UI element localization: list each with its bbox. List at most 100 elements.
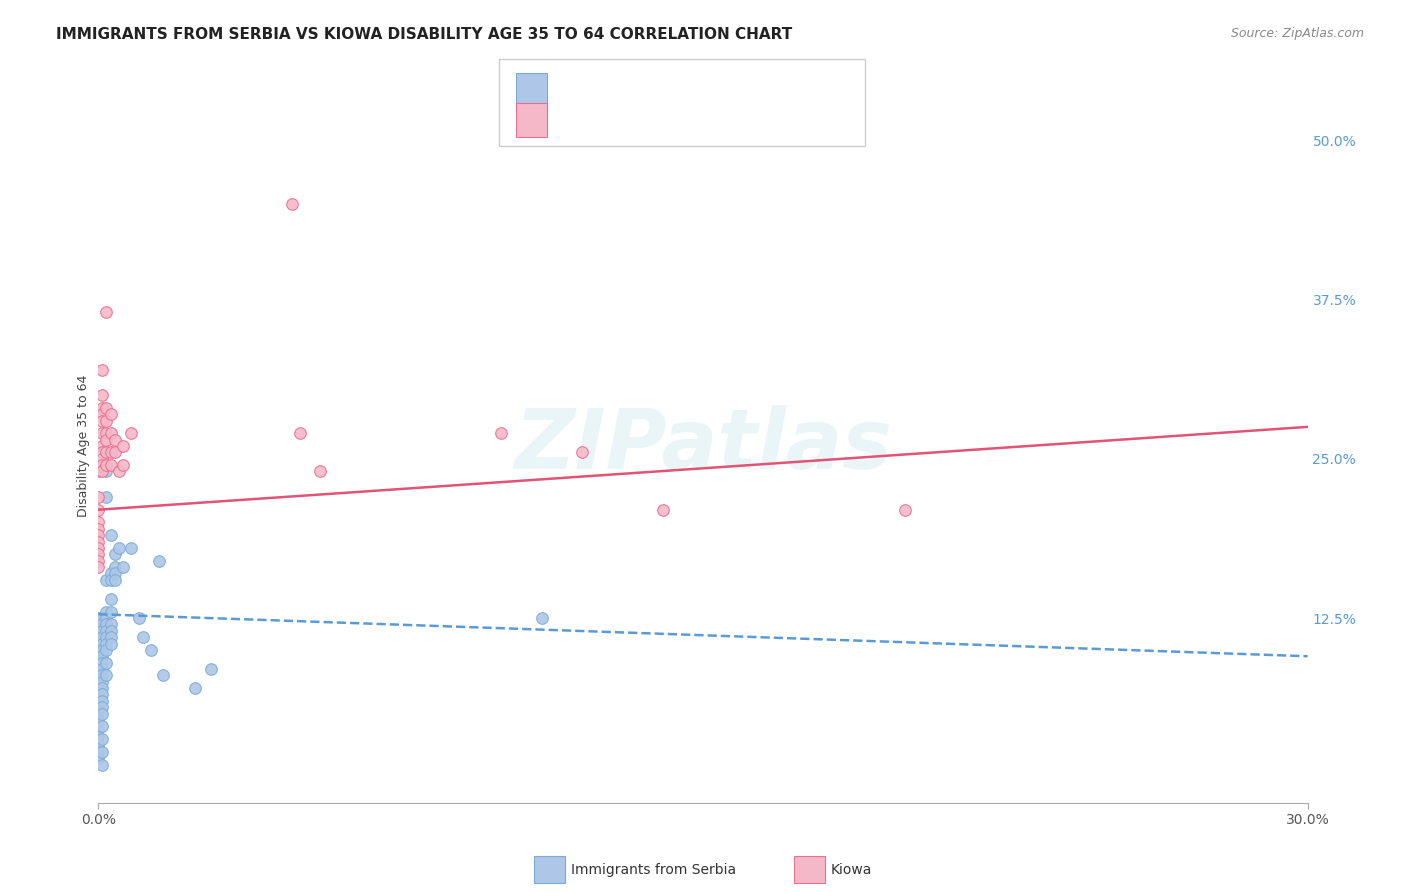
Text: IMMIGRANTS FROM SERBIA VS KIOWA DISABILITY AGE 35 TO 64 CORRELATION CHART: IMMIGRANTS FROM SERBIA VS KIOWA DISABILI…	[56, 27, 793, 42]
Point	[87, 547, 110, 561]
Point	[96, 611, 118, 625]
Point	[91, 401, 114, 415]
Point	[96, 630, 118, 644]
Point	[100, 591, 122, 606]
Point	[281, 197, 304, 211]
Point	[96, 458, 118, 472]
Point	[87, 541, 110, 555]
Point	[96, 624, 118, 638]
Point	[87, 649, 110, 664]
Text: ZIPatlas: ZIPatlas	[515, 406, 891, 486]
Point	[91, 426, 114, 441]
Point	[91, 681, 114, 695]
Point	[96, 656, 118, 670]
Text: R =: R =	[564, 113, 598, 128]
Point	[148, 554, 170, 568]
Point	[103, 433, 125, 447]
Point	[91, 413, 114, 427]
Point	[96, 605, 118, 619]
Point	[96, 617, 118, 632]
Point	[87, 490, 110, 504]
Point	[103, 566, 125, 581]
Point	[100, 566, 122, 581]
Point	[96, 643, 118, 657]
Point	[87, 722, 110, 736]
Point	[96, 465, 118, 479]
Point	[571, 445, 593, 459]
Point	[91, 668, 114, 682]
Point	[87, 668, 110, 682]
Point	[530, 611, 553, 625]
Point	[91, 439, 114, 453]
Point	[96, 413, 118, 427]
Point	[91, 630, 114, 644]
Point	[87, 700, 110, 714]
Point	[87, 713, 110, 727]
Text: Immigrants from Serbia: Immigrants from Serbia	[571, 863, 735, 877]
Point	[100, 605, 122, 619]
Point	[87, 656, 110, 670]
Point	[893, 502, 915, 516]
Text: -0.032: -0.032	[606, 83, 661, 97]
Point	[100, 617, 122, 632]
Point	[87, 739, 110, 753]
Point	[103, 573, 125, 587]
Point	[100, 445, 122, 459]
Point	[91, 706, 114, 721]
Point	[87, 502, 110, 516]
Point	[491, 426, 513, 441]
Point	[111, 458, 134, 472]
Point	[152, 668, 174, 682]
Point	[96, 426, 118, 441]
Point	[103, 445, 125, 459]
Point	[91, 451, 114, 466]
Point	[91, 407, 114, 421]
Point	[91, 643, 114, 657]
Point	[309, 465, 332, 479]
Point	[96, 668, 118, 682]
Point	[96, 490, 118, 504]
Point	[87, 534, 110, 549]
Point	[87, 611, 110, 625]
Point	[91, 757, 114, 772]
Point	[91, 624, 114, 638]
Text: 77: 77	[721, 83, 742, 97]
Point	[87, 516, 110, 530]
Point	[87, 681, 110, 695]
Point	[96, 445, 118, 459]
Point	[100, 624, 122, 638]
Point	[96, 433, 118, 447]
Point	[91, 649, 114, 664]
Point	[128, 611, 150, 625]
Point	[200, 662, 222, 676]
Point	[100, 528, 122, 542]
Point	[96, 401, 118, 415]
Point	[91, 362, 114, 376]
Point	[288, 426, 311, 441]
Text: Kiowa: Kiowa	[831, 863, 872, 877]
Point	[87, 694, 110, 708]
Text: N =: N =	[679, 113, 723, 128]
Point	[87, 730, 110, 744]
Point	[91, 656, 114, 670]
Point	[651, 502, 673, 516]
Text: Source: ZipAtlas.com: Source: ZipAtlas.com	[1230, 27, 1364, 40]
Text: N =: N =	[679, 83, 723, 97]
Point	[87, 643, 110, 657]
Point	[96, 573, 118, 587]
Point	[96, 636, 118, 650]
Point	[100, 636, 122, 650]
Point	[87, 662, 110, 676]
Point	[87, 522, 110, 536]
Point	[87, 688, 110, 702]
Point	[91, 700, 114, 714]
Point	[91, 611, 114, 625]
Point	[91, 465, 114, 479]
Point	[100, 573, 122, 587]
Point	[91, 674, 114, 689]
Point	[96, 305, 118, 319]
Point	[91, 458, 114, 472]
Y-axis label: Disability Age 35 to 64: Disability Age 35 to 64	[77, 375, 90, 517]
Point	[107, 541, 129, 555]
Point	[111, 560, 134, 574]
